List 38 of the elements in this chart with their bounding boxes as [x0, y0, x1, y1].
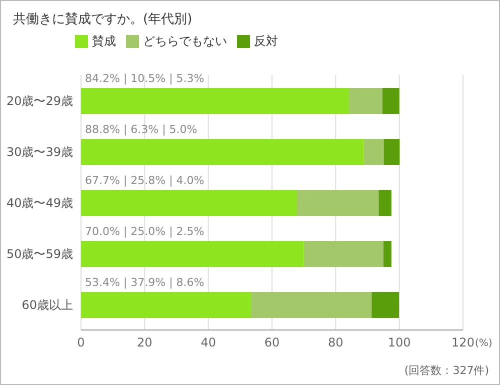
- y-tick-label: 30歳〜39歳: [6, 144, 73, 159]
- data-label: 53.4% | 37.9% | 8.6%: [85, 276, 204, 289]
- bar: [384, 139, 400, 165]
- data-label: 70.0% | 25.0% | 2.5%: [85, 225, 204, 238]
- bar: [81, 139, 364, 165]
- x-tick-label: 60: [264, 336, 280, 350]
- bar: [372, 292, 400, 318]
- bar: [364, 139, 384, 165]
- x-tick-label: 100: [388, 336, 411, 350]
- bar: [81, 190, 297, 216]
- legend-label: 賛成: [92, 34, 116, 48]
- bar: [304, 241, 384, 267]
- x-tick-label: 0: [77, 336, 85, 350]
- bar: [81, 88, 350, 114]
- x-tick-label: 40: [200, 336, 216, 350]
- x-axis-title: (%): [475, 338, 492, 349]
- bar: [383, 241, 392, 267]
- x-tick-label: 20: [137, 336, 152, 350]
- y-tick-label: 50歳〜59歳: [6, 246, 73, 261]
- bar: [250, 292, 372, 318]
- chart-title: 共働きに賛成ですか。(年代別): [13, 11, 192, 28]
- bar: [382, 88, 400, 114]
- bar: [81, 241, 304, 267]
- y-tick-label: 20歳〜29歳: [6, 94, 73, 108]
- bar: [81, 292, 251, 318]
- x-tick-label: 80: [328, 336, 344, 350]
- data-label: 67.7% | 25.8% | 4.0%: [85, 174, 204, 187]
- x-tick-label: 120: [452, 336, 474, 350]
- y-tick-label: 40歳〜49歳: [6, 196, 73, 210]
- data-label: 88.8% | 6.3% | 5.0%: [85, 123, 198, 136]
- text: (回答数：327件): [404, 363, 489, 378]
- y-tick-label: 60歳以上: [22, 298, 73, 312]
- bar: [378, 190, 392, 216]
- legend-label: どちらでもない: [143, 34, 227, 48]
- legend-label: 反対: [254, 34, 278, 48]
- bar: [349, 88, 382, 114]
- bar: [296, 190, 379, 216]
- data-label: 84.2% | 10.5% | 5.3%: [85, 72, 204, 85]
